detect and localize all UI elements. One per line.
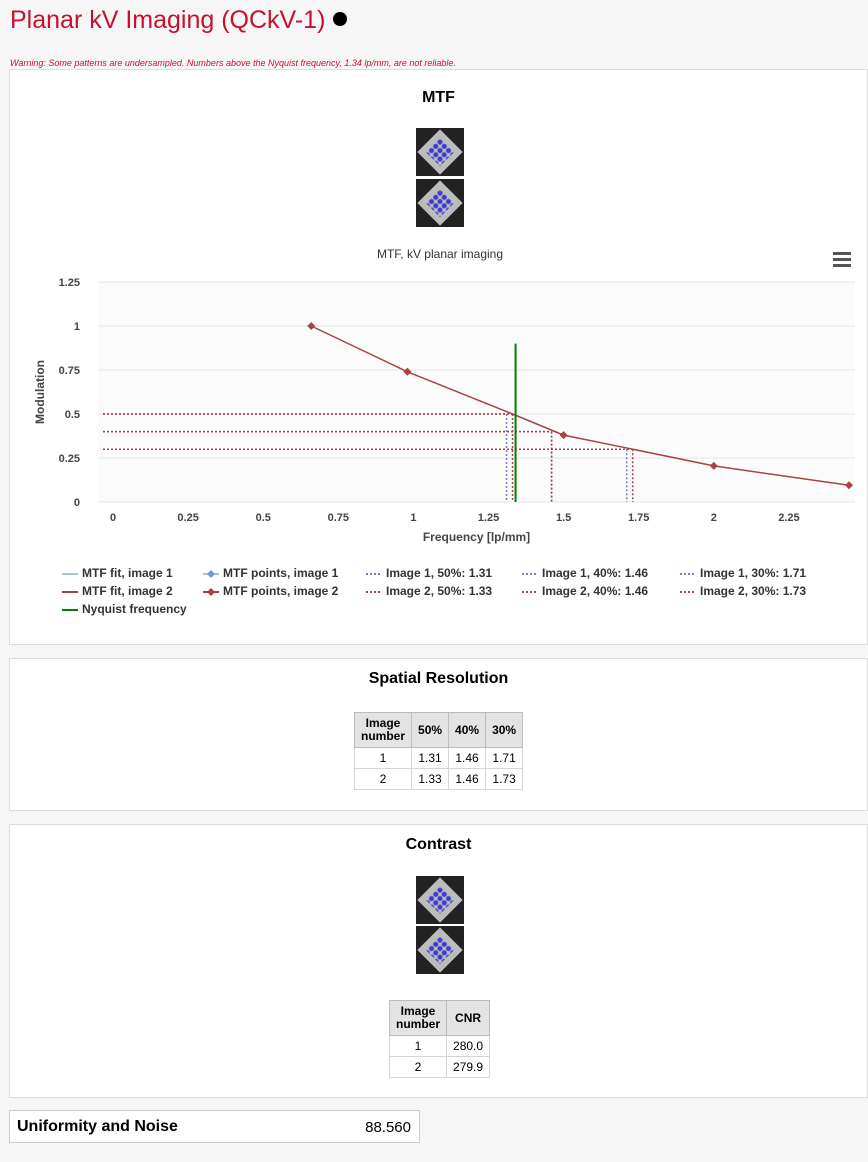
table-cell: 280.0 (446, 1035, 491, 1057)
table-cell: 1.71 (485, 747, 524, 769)
x-axis-label: Frequency [lp/mm] (423, 530, 530, 544)
table-cell: 279.9 (446, 1056, 491, 1078)
x-tick-label: 1.75 (628, 512, 649, 524)
y-tick-label: 0 (74, 497, 80, 509)
table-cell: 2 (353, 768, 413, 790)
legend-image-2-40[interactable]: Image 2, 40%: 1.46 (522, 584, 648, 598)
table-cell: 1.33 (411, 768, 450, 790)
column-header: Image number (353, 712, 413, 748)
legend-label: Image 1, 30%: 1.71 (700, 566, 807, 580)
mtf-chart: MTF, kV planar imaging 0 0.25 0.5 0.75 1 1.25 0… (33, 247, 855, 544)
table-row: 2 1.33 1.46 1.73 (353, 768, 524, 790)
column-header: 40% (448, 712, 487, 748)
mtf-point-image-2 (559, 431, 568, 440)
phantom-image-2-thumbnail[interactable] (416, 179, 464, 227)
table-row: 2 279.9 (388, 1056, 491, 1078)
table-row: 1 280.0 (388, 1035, 491, 1057)
legend-image-1-50[interactable]: Image 1, 50%: 1.31 (366, 566, 492, 580)
mtf-point-image-2 (403, 367, 412, 376)
y-axis-label: Modulation (33, 360, 47, 424)
chart-title: MTF, kV planar imaging (377, 247, 503, 261)
mtf-point-image-2 (709, 461, 718, 470)
contrast-image-1-thumbnail[interactable] (416, 876, 464, 924)
table-cell: 1.46 (448, 747, 487, 769)
table-cell: 1 (388, 1035, 448, 1057)
legend-nyquist-frequency[interactable]: Nyquist frequency (62, 602, 187, 616)
contrast-panel: Contrast Image number CNR 1 280.0 2 279.… (9, 824, 868, 1098)
plot-background (98, 282, 855, 502)
column-header: 30% (485, 712, 524, 748)
x-tick-label: 1.25 (478, 512, 499, 524)
table-header-row: Image number 50% 40% 30% (353, 712, 524, 748)
status-dot (333, 12, 348, 27)
legend-mtf-points-image-2[interactable]: MTF points, image 2 (203, 584, 338, 598)
legend-mtf-fit-image-1[interactable]: MTF fit, image 1 (62, 566, 173, 580)
y-tick-label: 0.75 (59, 365, 80, 377)
legend-label: Nyquist frequency (82, 602, 187, 616)
legend-image-2-30[interactable]: Image 2, 30%: 1.73 (680, 584, 806, 598)
uniformity-label: Uniformity and Noise (17, 1118, 178, 1135)
x-tick-label: 2 (711, 512, 717, 524)
uniformity-noise-row: Uniformity and Noise 88.560 (9, 1110, 420, 1143)
legend-image-1-30[interactable]: Image 1, 30%: 1.71 (680, 566, 806, 580)
legend-label: Image 2, 40%: 1.46 (542, 584, 649, 598)
legend-label: Image 1, 40%: 1.46 (542, 566, 649, 580)
mtf-panel-title: MTF (422, 89, 455, 106)
legend-image-2-50[interactable]: Image 2, 50%: 1.33 (366, 584, 492, 598)
legend-label: Image 1, 50%: 1.31 (386, 566, 493, 580)
legend-label: Image 2, 50%: 1.33 (386, 584, 493, 598)
x-tick-label: 1.5 (556, 512, 571, 524)
x-tick-label: 0 (110, 512, 116, 524)
y-tick-label: 0.25 (59, 453, 80, 465)
undersampled-warning: Warning: Some patterns are undersampled.… (10, 58, 456, 68)
legend-label: MTF points, image 1 (223, 566, 339, 580)
mtf-panel: MTF MTF, kV planar imaging 0 0.25 0.5 0.75 1 1… (9, 69, 868, 645)
legend-label: MTF points, image 2 (223, 584, 339, 598)
x-tick-label: 0.25 (177, 512, 198, 524)
column-header: Image number (388, 1000, 448, 1036)
x-tick-label: 2.25 (778, 512, 799, 524)
table-cell: 1 (353, 747, 413, 769)
mtf-point-image-2 (307, 322, 316, 330)
legend-label: MTF fit, image 2 (82, 584, 173, 598)
legend-mtf-points-image-1[interactable]: MTF points, image 1 (203, 566, 338, 580)
contrast-title: Contrast (405, 836, 472, 853)
table-header-row: Image number CNR (388, 1000, 491, 1036)
column-header: 50% (411, 712, 450, 748)
mtf-point-image-2 (844, 481, 853, 490)
chart-legend: MTF fit, image 1 MTF fit, image 2 MTF po… (10, 564, 867, 624)
x-tick-label: 0.5 (256, 512, 271, 524)
x-tick-label: 0.75 (328, 512, 349, 524)
page-title-text: Planar kV Imaging (QCkV-1) (10, 6, 326, 34)
table-row: 1 1.31 1.46 1.71 (353, 747, 524, 769)
contrast-image-2-thumbnail[interactable] (416, 926, 464, 974)
table-cell: 1.31 (411, 747, 450, 769)
column-header: CNR (446, 1000, 491, 1036)
legend-label: MTF fit, image 1 (82, 566, 173, 580)
spatial-resolution-table: Image number 50% 40% 30% 1 1.31 1.46 1.7… (353, 712, 524, 790)
legend-image-1-40[interactable]: Image 1, 40%: 1.46 (522, 566, 648, 580)
page-title: Planar kV Imaging (QCkV-1) (10, 6, 348, 35)
hamburger-menu-icon[interactable] (833, 252, 851, 267)
table-cell: 2 (388, 1056, 448, 1078)
uniformity-value: 88.560 (365, 1119, 411, 1136)
table-cell: 1.73 (485, 768, 524, 790)
table-cell: 1.46 (448, 768, 487, 790)
legend-mtf-fit-image-2[interactable]: MTF fit, image 2 (62, 584, 173, 598)
legend-label: Image 2, 30%: 1.73 (700, 584, 807, 598)
y-tick-label: 1.25 (59, 277, 80, 289)
contrast-table: Image number CNR 1 280.0 2 279.9 (388, 1000, 491, 1078)
y-tick-label: 0.5 (65, 409, 80, 421)
phantom-image-1-thumbnail[interactable] (416, 128, 464, 176)
y-tick-label: 1 (74, 321, 80, 333)
x-tick-label: 1 (410, 512, 416, 524)
spatial-resolution-panel: Spatial Resolution Image number 50% 40% … (9, 658, 868, 811)
spatial-resolution-title: Spatial Resolution (368, 670, 509, 687)
